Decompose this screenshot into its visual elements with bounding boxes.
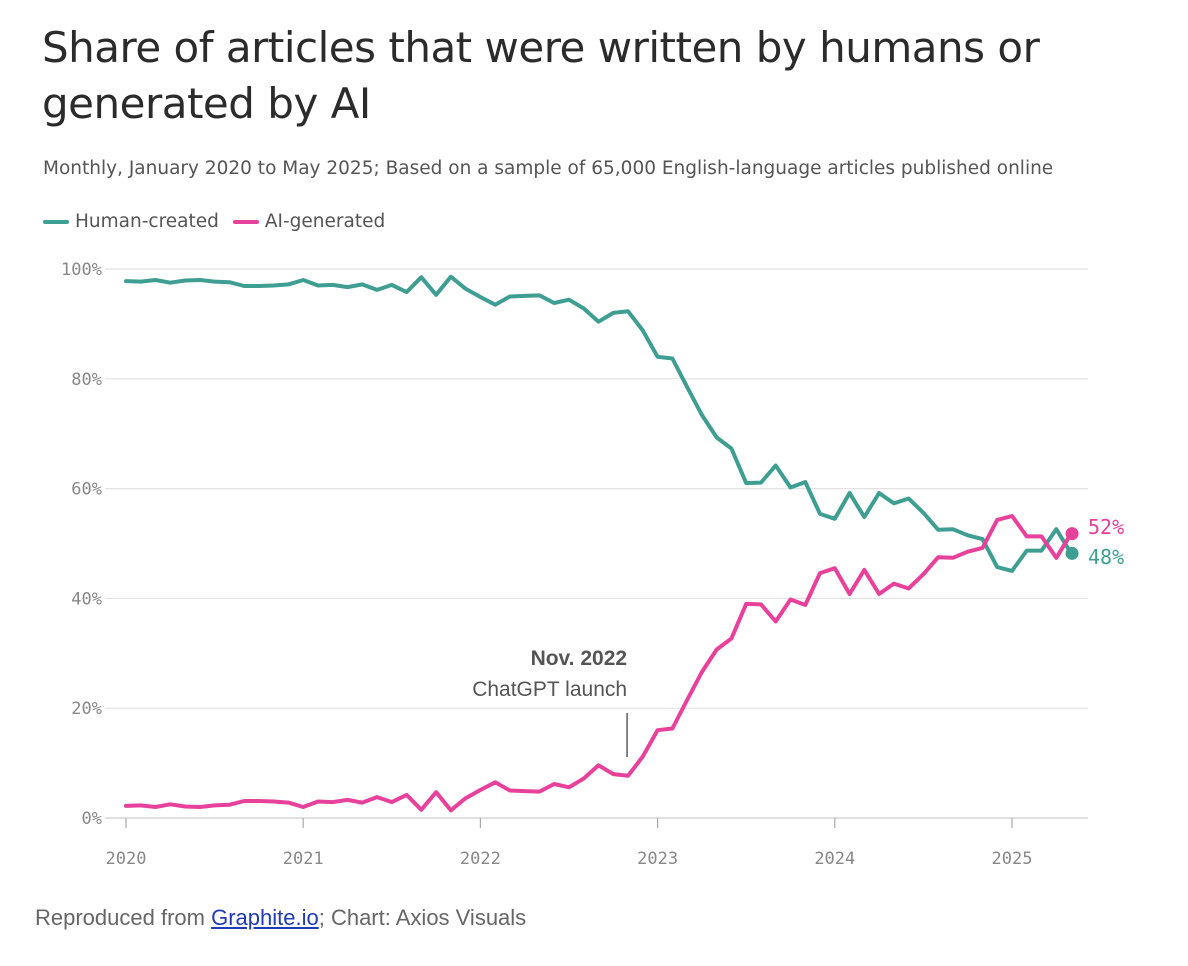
legend-label-ai: AI-generated	[264, 211, 386, 232]
y-tick-label: 0%	[82, 809, 102, 829]
legend-item-human: Human-created	[43, 211, 219, 232]
x-tick-label: 2025	[992, 849, 1033, 869]
y-tick-label: 100%	[61, 260, 102, 280]
line-chart: 0% 20% 40% 60% 80% 100% 2020 2021 2022 2023 2024 20…	[61, 260, 1124, 869]
y-tick-label: 20%	[71, 699, 102, 719]
chart-subtitle: Monthly, January 2020 to May 2025; Based…	[43, 158, 1054, 179]
footer-credit: Reproduced from Graphite.io; Chart: Axio…	[35, 905, 526, 931]
annotation-text: ChatGPT launch	[472, 678, 627, 701]
chart-title: Share of articles that were written by h…	[42, 23, 1040, 128]
legend-item-ai: AI-generated	[232, 211, 386, 232]
x-tick-label: 2023	[637, 849, 678, 869]
x-tick-label: 2021	[283, 849, 324, 869]
legend-label-human: Human-created	[75, 211, 219, 232]
series-end-label-human: 48%	[1088, 545, 1124, 569]
annotation-title: Nov. 2022	[531, 647, 628, 670]
source-link[interactable]: Graphite.io	[211, 905, 319, 930]
series-end-dot-ai	[1065, 527, 1079, 541]
legend-swatch-ai	[232, 219, 259, 224]
series-line-human	[124, 274, 1074, 573]
x-tick-label: 2022	[460, 849, 501, 869]
footer-prefix: Reproduced from	[35, 905, 212, 930]
series-end-dot-human	[1065, 546, 1079, 560]
legend-swatch-human	[43, 219, 69, 224]
y-tick-label: 80%	[71, 370, 102, 390]
y-tick-label: 60%	[71, 480, 102, 500]
series-line-ai	[124, 514, 1074, 813]
x-tick-label: 2024	[814, 849, 855, 869]
x-tick-label: 2020	[106, 849, 147, 869]
series-end-label-ai: 52%	[1088, 515, 1124, 539]
y-tick-label: 40%	[71, 589, 102, 609]
legend: Human-created AI-generated	[43, 211, 399, 232]
footer-suffix: ; Chart: Axios Visuals	[318, 905, 527, 930]
